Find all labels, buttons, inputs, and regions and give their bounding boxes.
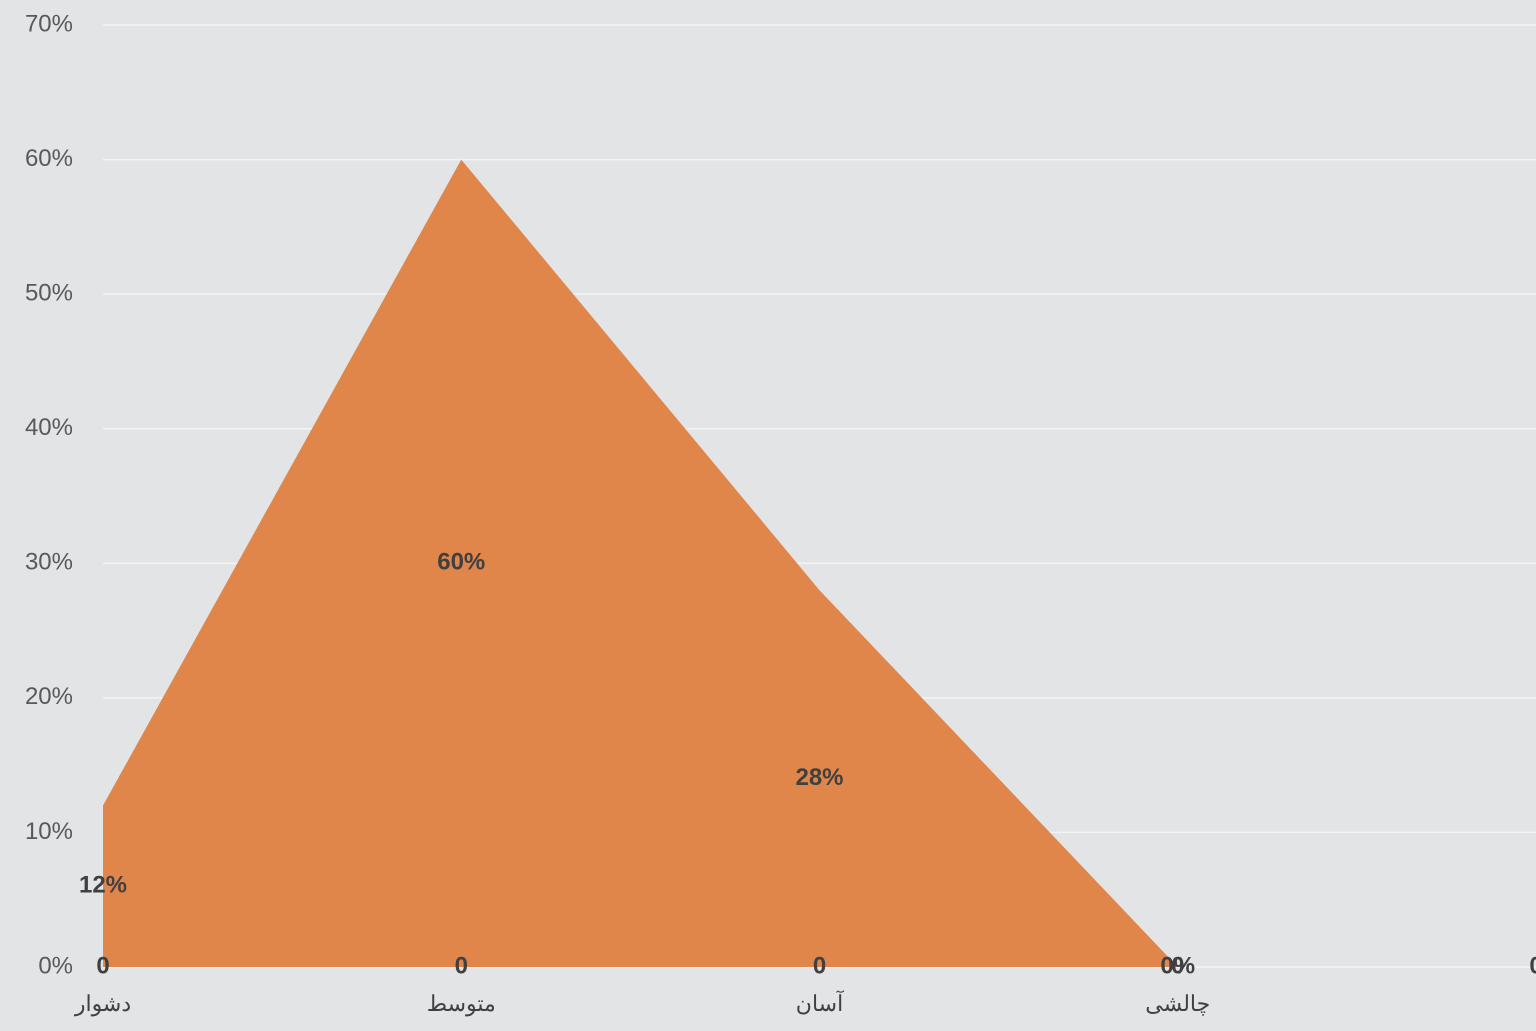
y-tick-label: 10%	[25, 818, 73, 845]
data-label: 0	[1171, 952, 1184, 979]
data-label: 0	[455, 952, 468, 979]
data-label: 0%	[1160, 952, 1195, 979]
y-tick-label: 40%	[25, 414, 73, 441]
data-label: 12%	[79, 872, 127, 899]
x-tick-label: دشوار	[74, 992, 131, 1017]
y-tick-label: 0%	[38, 952, 73, 979]
data-label: 0	[1529, 952, 1536, 979]
data-label: 0	[813, 952, 826, 979]
data-label: 0	[96, 952, 109, 979]
x-tick-label: چالشی	[1145, 992, 1210, 1017]
y-tick-label: 60%	[25, 145, 73, 172]
y-tick-label: 30%	[25, 549, 73, 576]
area	[103, 159, 1178, 968]
data-label: 60%	[437, 549, 485, 576]
y-tick-label: 20%	[25, 683, 73, 710]
y-tick-label: 70%	[25, 10, 73, 37]
x-tick-label: متوسط	[427, 992, 496, 1017]
data-label: 28%	[795, 764, 843, 791]
x-tick-label: آسان	[796, 990, 844, 1017]
y-tick-label: 50%	[25, 279, 73, 306]
